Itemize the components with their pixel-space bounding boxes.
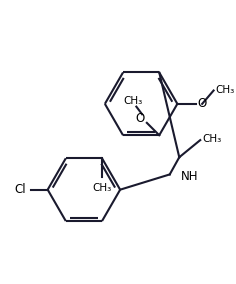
Text: CH₃: CH₃ bbox=[123, 96, 142, 106]
Text: CH₃: CH₃ bbox=[202, 134, 221, 144]
Text: Cl: Cl bbox=[14, 183, 26, 196]
Text: O: O bbox=[197, 97, 207, 110]
Text: CH₃: CH₃ bbox=[93, 183, 112, 193]
Text: O: O bbox=[135, 112, 145, 125]
Text: NH: NH bbox=[181, 170, 199, 183]
Text: CH₃: CH₃ bbox=[215, 85, 235, 95]
